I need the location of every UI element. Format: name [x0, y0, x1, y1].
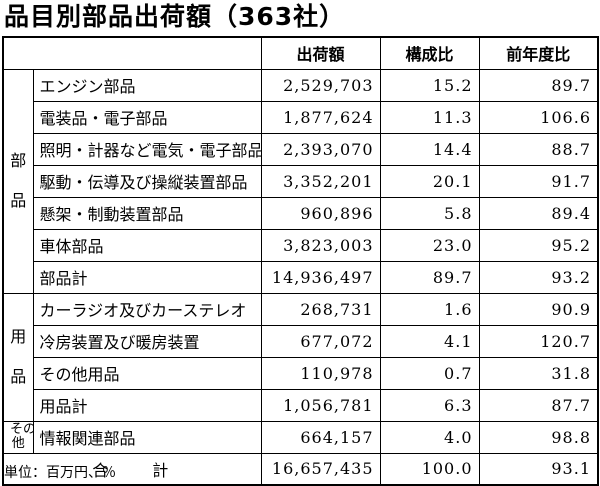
header-share: 構成比: [379, 36, 480, 70]
group-label-goods: 用 品: [2, 292, 34, 422]
row-yoy: 93.2: [478, 260, 599, 294]
total-share: 100.0: [379, 452, 480, 486]
row-name: 部品計: [32, 260, 262, 294]
row-yoy: 88.7: [478, 132, 599, 166]
group-label-other: その 他: [2, 420, 34, 454]
row-share: 20.1: [379, 164, 480, 198]
table-row: 部 品 エンジン部品 2,529,703 15.2 89.7: [2, 68, 599, 294]
row-share: 11.3: [379, 100, 480, 134]
parts-shipment-table: 出荷額 構成比 前年度比 部 品 エンジン部品 2,529,703 15.2 8…: [2, 36, 599, 486]
row-amount: 3,352,201: [260, 164, 381, 198]
total-amount: 16,657,435: [260, 452, 381, 486]
row-yoy: 106.6: [478, 100, 599, 134]
row-share: 1.6: [379, 292, 480, 326]
row-share: 4.1: [379, 324, 480, 358]
total-yoy: 93.1: [478, 452, 599, 486]
row-share: 4.0: [379, 420, 480, 454]
row-amount: 2,529,703: [260, 68, 381, 102]
table-row: 車体部品 3,823,003 23.0 95.2: [3, 228, 599, 262]
row-amount: 677,072: [260, 324, 381, 358]
table-row: 駆動・伝導及び操縦装置部品 3,352,201 20.1 91.7: [3, 164, 599, 198]
row-name: 電装品・電子部品: [32, 100, 262, 134]
row-yoy: 95.2: [478, 228, 599, 262]
row-yoy: 31.8: [478, 356, 599, 390]
row-share: 23.0: [379, 228, 480, 262]
subtotal-row-parts: 部品計 14,936,497 89.7 93.2: [3, 260, 599, 294]
row-yoy: 98.8: [478, 420, 599, 454]
row-amount: 2,393,070: [260, 132, 381, 166]
row-yoy: 91.7: [478, 164, 599, 198]
row-share: 89.7: [379, 260, 480, 294]
row-amount: 1,877,624: [260, 100, 381, 134]
row-yoy: 87.7: [478, 388, 599, 422]
row-yoy: 90.9: [478, 292, 599, 326]
table-row: 用 品 カーラジオ及びカーステレオ 268,731 1.6 90.9: [2, 292, 599, 422]
row-amount: 3,823,003: [260, 228, 381, 262]
header-blank: [2, 36, 262, 70]
row-share: 0.7: [379, 356, 480, 390]
row-amount: 960,896: [260, 196, 381, 230]
row-amount: 664,157: [260, 420, 381, 454]
row-share: 14.4: [379, 132, 480, 166]
row-share: 15.2: [379, 68, 480, 102]
row-amount: 268,731: [260, 292, 381, 326]
row-name: 車体部品: [32, 228, 262, 262]
table-row: その他用品 110,978 0.7 31.8: [3, 356, 599, 390]
row-amount: 14,936,497: [260, 260, 381, 294]
page-title: 品目別部品出荷額（363社）: [4, 2, 346, 31]
row-share: 6.3: [379, 388, 480, 422]
row-yoy: 89.7: [478, 68, 599, 102]
header-row: 出荷額 構成比 前年度比: [2, 36, 599, 70]
table-row: その 他 情報関連部品 664,157 4.0 98.8: [2, 420, 599, 454]
row-amount: 1,056,781: [260, 388, 381, 422]
row-name: カーラジオ及びカーステレオ: [32, 292, 262, 326]
header-yoy: 前年度比: [478, 36, 599, 70]
row-name: 懸架・制動装置部品: [32, 196, 262, 230]
table-row: 電装品・電子部品 1,877,624 11.3 106.6: [3, 100, 599, 134]
subtotal-row-goods: 用品計 1,056,781 6.3 87.7: [3, 388, 599, 422]
total-row: 合 計 16,657,435 100.0 93.1: [2, 452, 599, 486]
unit-note: 単位：百万円、％: [4, 465, 116, 481]
row-name: エンジン部品: [32, 68, 262, 102]
row-name: 用品計: [32, 388, 262, 422]
row-yoy: 120.7: [478, 324, 599, 358]
row-name: 駆動・伝導及び操縦装置部品: [32, 164, 262, 198]
row-name: その他用品: [32, 356, 262, 390]
row-name: 冷房装置及び暖房装置: [32, 324, 262, 358]
total-label: 合 計: [2, 452, 262, 486]
table-row: 懸架・制動装置部品 960,896 5.8 89.4: [3, 196, 599, 230]
row-name: 照明・計器など電気・電子部品: [32, 132, 262, 166]
row-amount: 110,978: [260, 356, 381, 390]
row-yoy: 89.4: [478, 196, 599, 230]
row-share: 5.8: [379, 196, 480, 230]
row-name: 情報関連部品: [32, 420, 262, 454]
group-label-parts: 部 品: [2, 68, 34, 294]
table-row: 照明・計器など電気・電子部品 2,393,070 14.4 88.7: [3, 132, 599, 166]
table-row: 冷房装置及び暖房装置 677,072 4.1 120.7: [3, 324, 599, 358]
header-amount: 出荷額: [260, 36, 381, 70]
